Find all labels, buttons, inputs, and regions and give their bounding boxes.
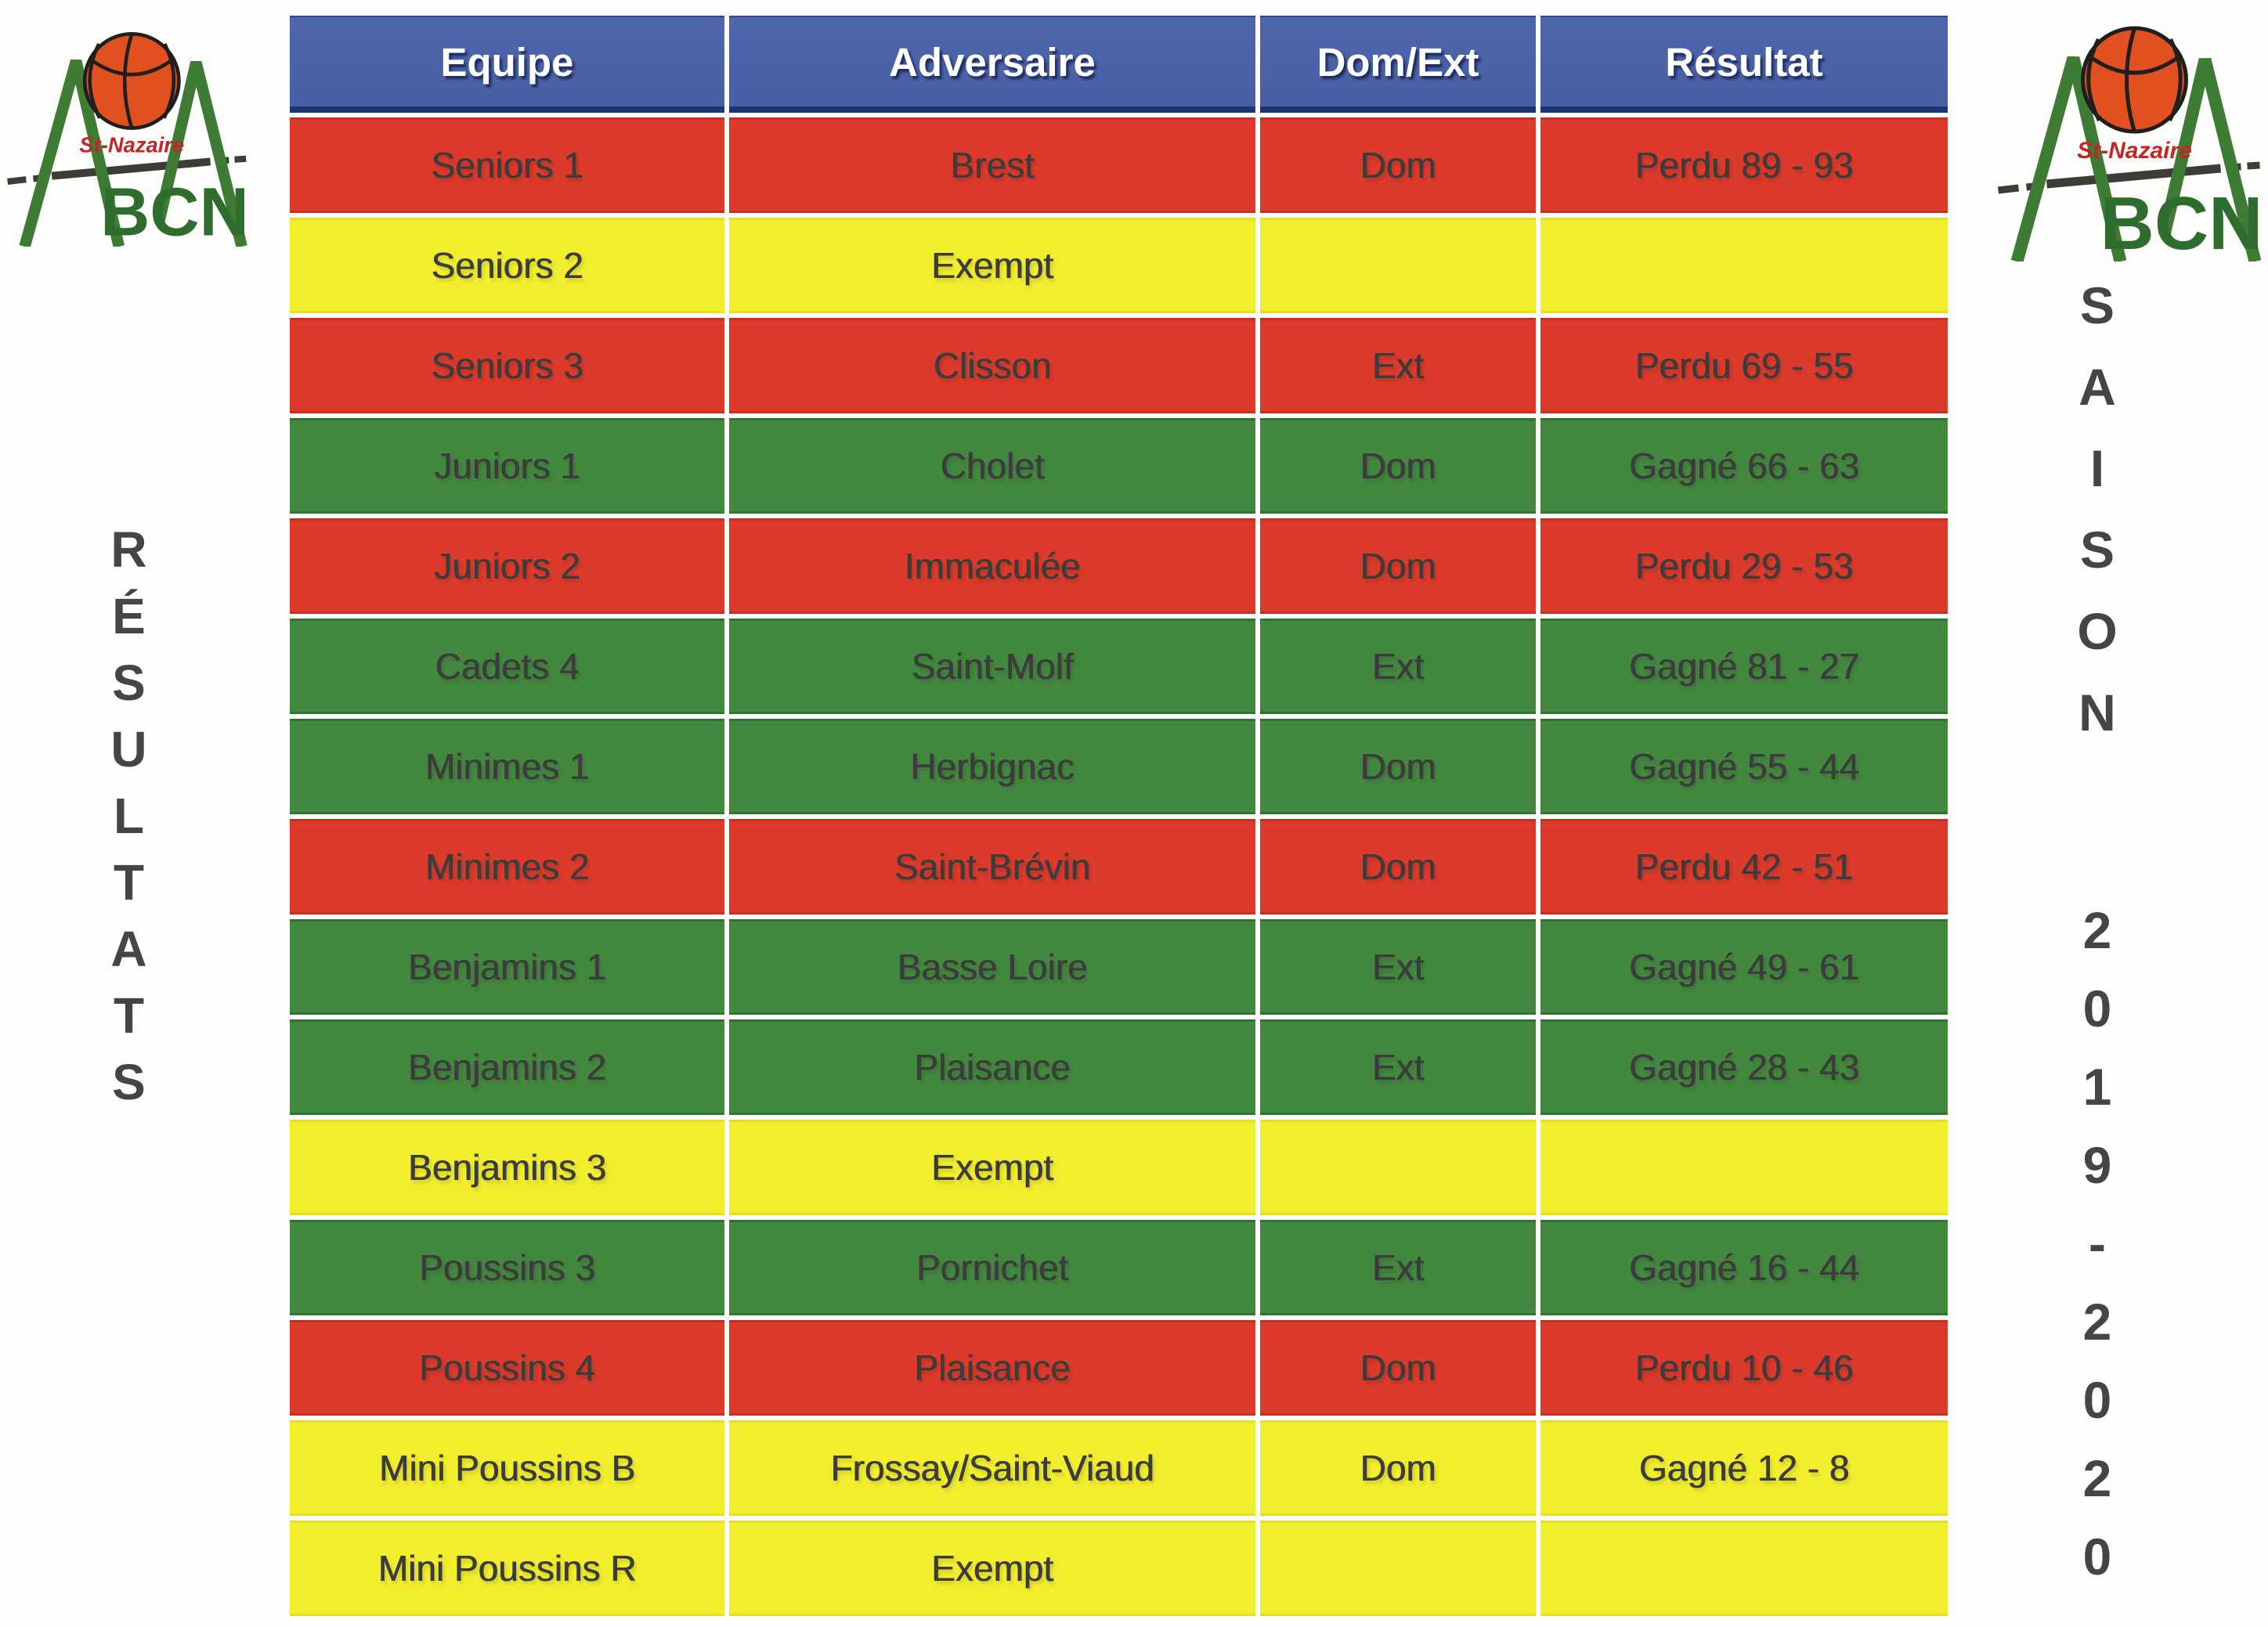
row-13-cell-equipe: Mini Poussins B	[290, 1420, 724, 1516]
results-table: Equipe Adversaire Dom/Ext Résultat Seniors 1…	[290, 16, 1948, 1616]
row-3-cell-adversaire: Cholet	[729, 418, 1255, 514]
row-0-cell-dom-ext: Dom	[1260, 117, 1536, 213]
column-header-equipe: Equipe	[290, 16, 724, 113]
vertical-letter: A	[110, 921, 147, 977]
vertical-letter: N	[2078, 684, 2116, 741]
vertical-letter: S	[112, 655, 146, 711]
row-9-cell-equipe: Benjamins 2	[290, 1019, 724, 1115]
row-1-cell-dom-ext	[1260, 218, 1536, 313]
row-5-cell-dom-ext: Ext	[1260, 619, 1536, 714]
row-2-cell-adversaire: Clisson	[729, 318, 1255, 413]
vertical-letter: I	[2089, 439, 2105, 497]
vertical-letter: T	[113, 987, 145, 1044]
vertical-letter: 0	[2082, 1371, 2112, 1429]
row-5-cell-equipe: Cadets 4	[290, 619, 724, 714]
row-12-cell-dom-ext: Dom	[1260, 1320, 1536, 1416]
row-14-cell-adversaire: Exempt	[729, 1521, 1255, 1616]
row-8-cell-equipe: Benjamins 1	[290, 919, 724, 1015]
vertical-letter: R	[110, 521, 147, 578]
row-10-cell-equipe: Benjamins 3	[290, 1120, 724, 1215]
row-6-cell-dom-ext: Dom	[1260, 719, 1536, 814]
row-14-cell-equipe: Mini Poussins R	[290, 1521, 724, 1616]
vertical-letter: O	[2077, 602, 2118, 660]
row-3-cell-resultat: Gagné 66 - 63	[1540, 418, 1948, 514]
row-4-cell-resultat: Perdu 29 - 53	[1540, 518, 1948, 614]
row-1-cell-equipe: Seniors 2	[290, 218, 724, 313]
row-14-cell-dom-ext	[1260, 1521, 1536, 1616]
row-7-cell-adversaire: Saint-Brévin	[729, 819, 1255, 915]
vertical-letter: É	[112, 588, 146, 644]
row-14-cell-resultat	[1540, 1521, 1948, 1616]
row-13-cell-dom-ext: Dom	[1260, 1420, 1536, 1516]
row-9-cell-resultat: Gagné 28 - 43	[1540, 1019, 1948, 1115]
row-8-cell-dom-ext: Ext	[1260, 919, 1536, 1015]
row-5-cell-adversaire: Saint-Molf	[729, 619, 1255, 714]
column-header-resultat: Résultat	[1540, 16, 1948, 113]
row-1-cell-resultat	[1540, 218, 1948, 313]
row-6-cell-resultat: Gagné 55 - 44	[1540, 719, 1948, 814]
vertical-letter: U	[110, 721, 147, 777]
vertical-letter: S	[2079, 521, 2115, 579]
vertical-letter: 2	[2082, 1293, 2112, 1351]
row-1-cell-adversaire: Exempt	[729, 218, 1255, 313]
row-12-cell-equipe: Poussins 4	[290, 1320, 724, 1416]
row-4-cell-dom-ext: Dom	[1260, 518, 1536, 614]
row-2-cell-dom-ext: Ext	[1260, 318, 1536, 413]
row-0-cell-resultat: Perdu 89 - 93	[1540, 117, 1948, 213]
row-9-cell-adversaire: Plaisance	[729, 1019, 1255, 1115]
row-10-cell-adversaire: Exempt	[729, 1120, 1255, 1215]
vertical-letter: 1	[2082, 1058, 2112, 1116]
row-3-cell-dom-ext: Dom	[1260, 418, 1536, 514]
vertical-letter: S	[2079, 276, 2115, 334]
row-8-cell-resultat: Gagné 49 - 61	[1540, 919, 1948, 1015]
row-0-cell-adversaire: Brest	[729, 117, 1255, 213]
vertical-letter: 9	[2082, 1136, 2112, 1194]
club-logo-right	[1993, 3, 2263, 262]
vertical-letter: 0	[2082, 979, 2112, 1037]
vertical-letter: A	[2078, 358, 2116, 416]
row-9-cell-dom-ext: Ext	[1260, 1019, 1536, 1115]
row-12-cell-resultat: Perdu 10 - 46	[1540, 1320, 1948, 1416]
row-10-cell-dom-ext	[1260, 1120, 1536, 1215]
row-13-cell-resultat: Gagné 12 - 8	[1540, 1420, 1948, 1516]
saison-years: 2 0 1 9 - 2 0 2 0	[2083, 891, 2112, 1596]
vertical-letter: 2	[2082, 1449, 2112, 1507]
row-8-cell-adversaire: Basse Loire	[729, 919, 1255, 1015]
column-header-dom-ext: Dom/Ext	[1260, 16, 1536, 113]
vertical-letter: 2	[2082, 901, 2112, 959]
row-2-cell-resultat: Perdu 69 - 55	[1540, 318, 1948, 413]
row-4-cell-equipe: Juniors 2	[290, 518, 724, 614]
vertical-letter: -	[2089, 1214, 2106, 1272]
row-11-cell-equipe: Poussins 3	[290, 1220, 724, 1315]
vertical-letter: 0	[2082, 1528, 2112, 1586]
column-header-adversaire: Adversaire	[729, 16, 1255, 113]
row-10-cell-resultat	[1540, 1120, 1948, 1215]
row-6-cell-adversaire: Herbignac	[729, 719, 1255, 814]
row-11-cell-dom-ext: Ext	[1260, 1220, 1536, 1315]
row-7-cell-resultat: Perdu 42 - 51	[1540, 819, 1948, 915]
vertical-letter: S	[112, 1054, 146, 1110]
row-12-cell-adversaire: Plaisance	[729, 1320, 1255, 1416]
row-6-cell-equipe: Minimes 1	[290, 719, 724, 814]
row-2-cell-equipe: Seniors 3	[290, 318, 724, 413]
club-logo-left	[5, 2, 247, 256]
vertical-letter: T	[113, 854, 145, 911]
row-0-cell-equipe: Seniors 1	[290, 117, 724, 213]
row-11-cell-adversaire: Pornichet	[729, 1220, 1255, 1315]
vertical-letter: L	[113, 788, 145, 844]
row-7-cell-dom-ext: Dom	[1260, 819, 1536, 915]
row-13-cell-adversaire: Frossay/Saint-Viaud	[729, 1420, 1255, 1516]
row-11-cell-resultat: Gagné 16 - 44	[1540, 1220, 1948, 1315]
row-4-cell-adversaire: Immaculée	[729, 518, 1255, 614]
row-3-cell-equipe: Juniors 1	[290, 418, 724, 514]
row-5-cell-resultat: Gagné 81 - 27	[1540, 619, 1948, 714]
row-7-cell-equipe: Minimes 2	[290, 819, 724, 915]
